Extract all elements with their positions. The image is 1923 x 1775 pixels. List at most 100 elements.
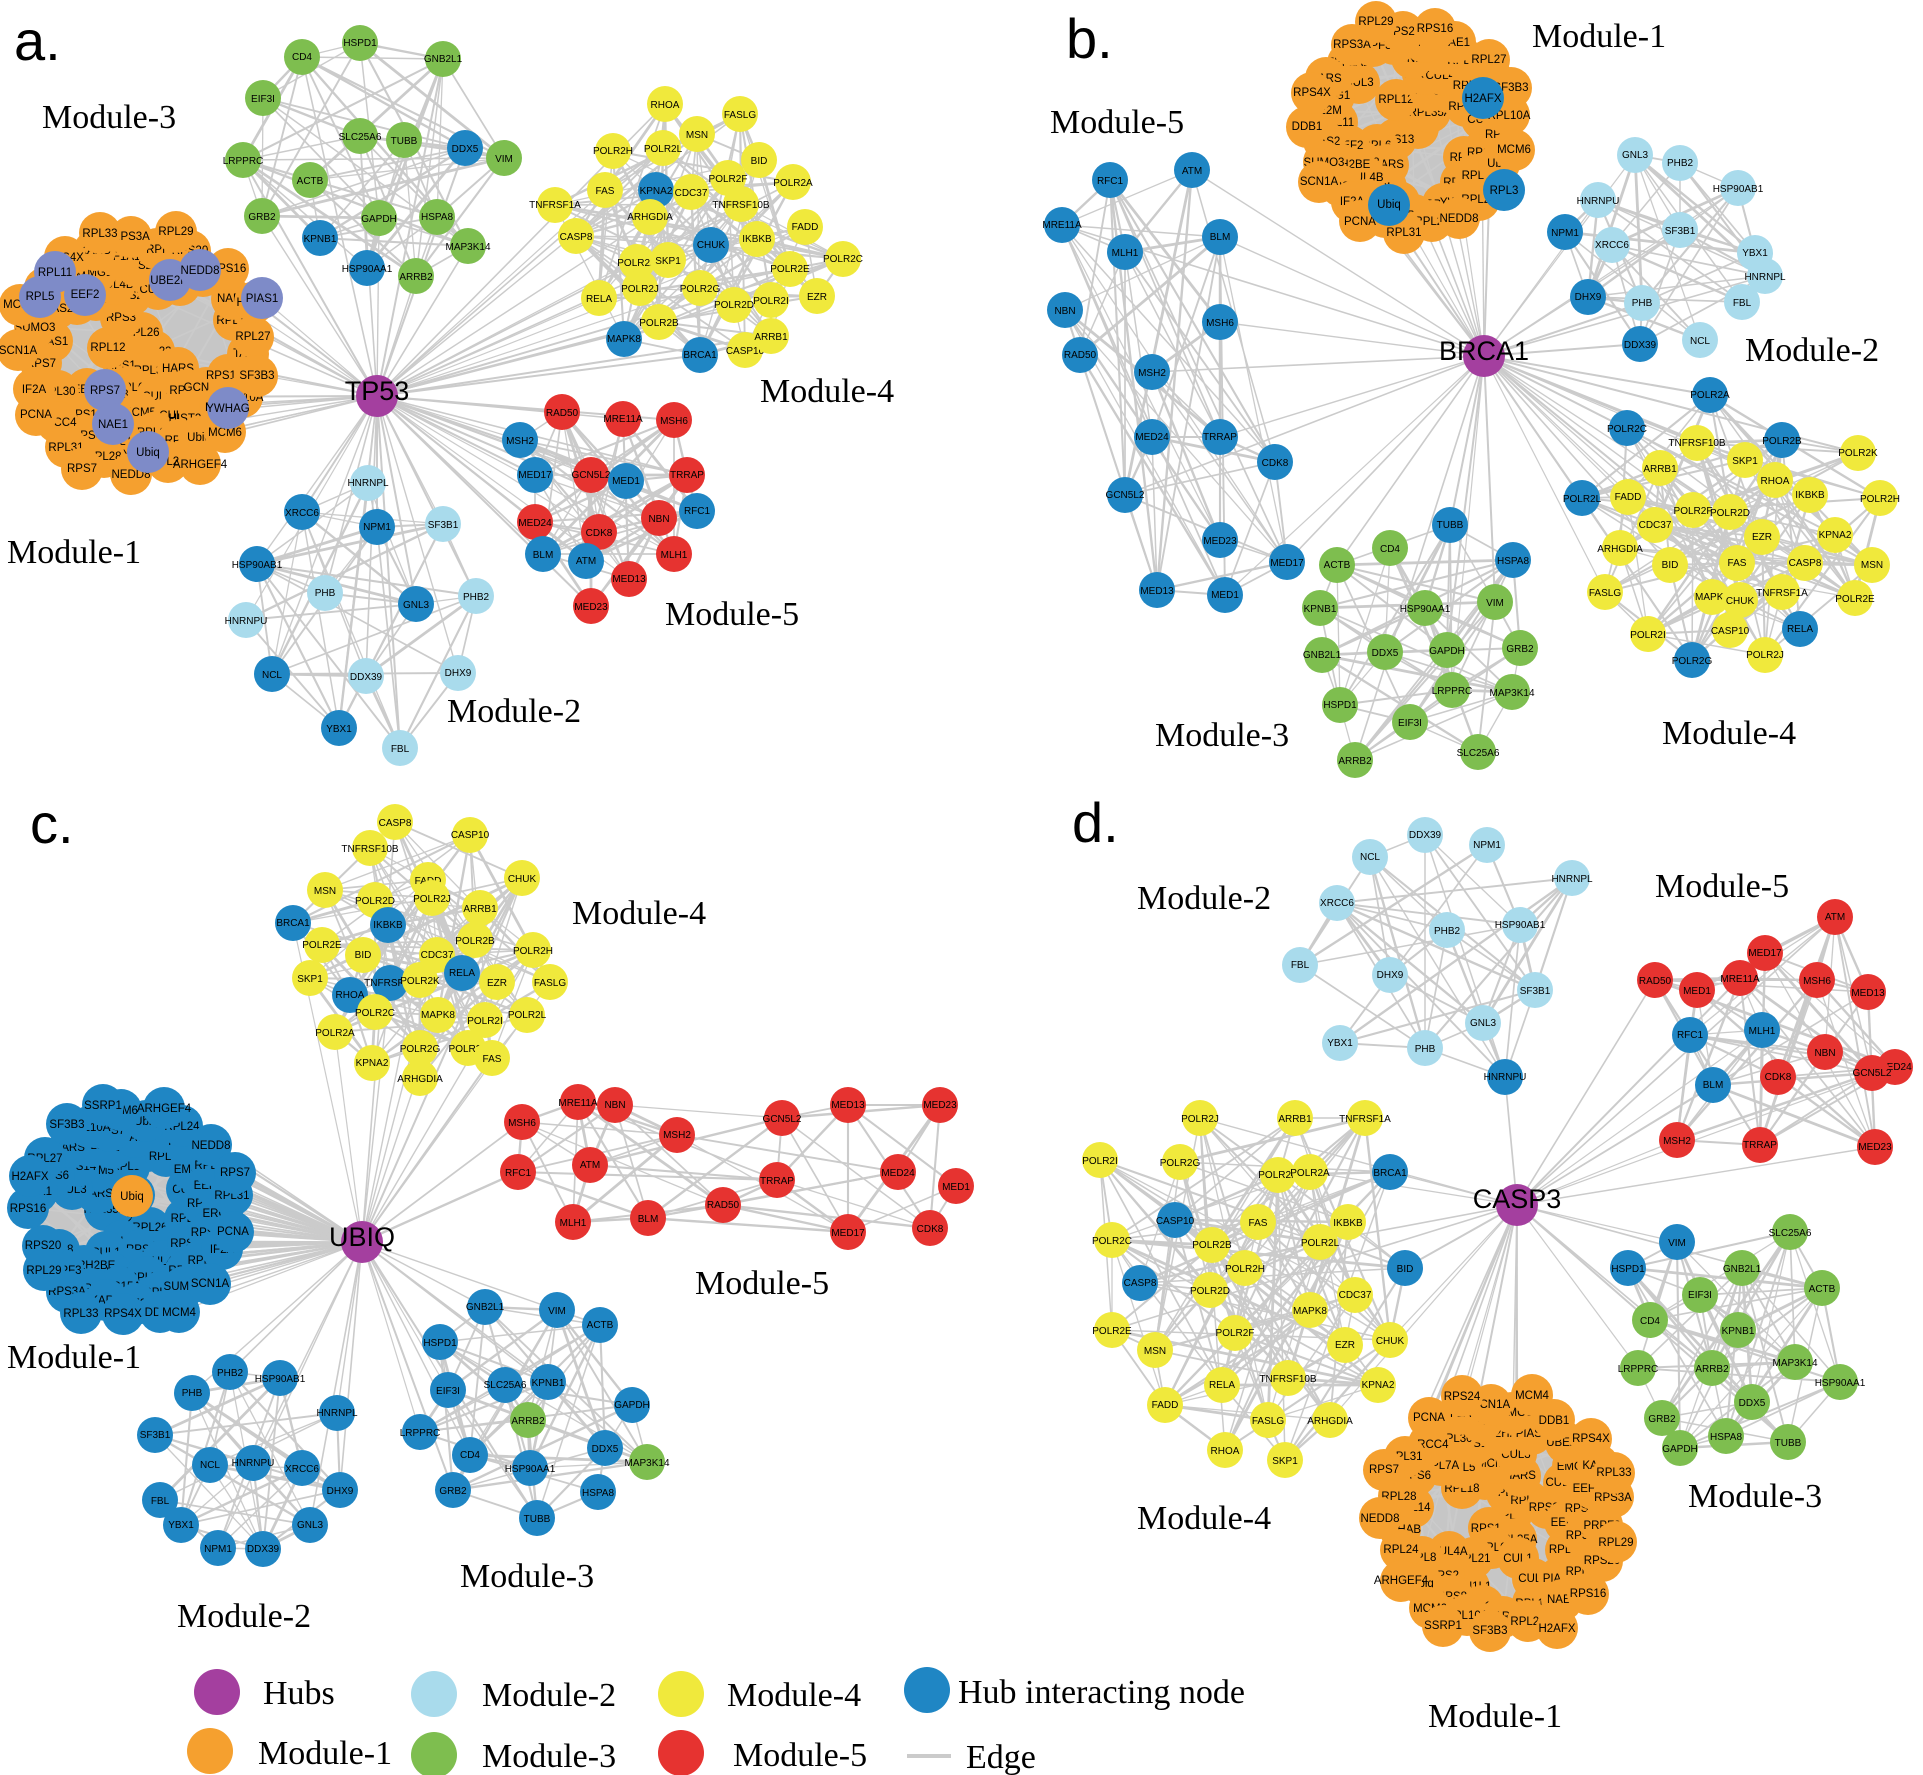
svg-text:CD4: CD4 (292, 52, 312, 63)
svg-text:RPS16: RPS16 (1417, 23, 1453, 35)
svg-text:ARHGDIA: ARHGDIA (627, 212, 673, 223)
svg-text:NCL: NCL (262, 670, 282, 681)
svg-text:KPNB1: KPNB1 (1304, 604, 1337, 615)
svg-text:Module-4: Module-4 (727, 1677, 861, 1714)
svg-text:MSH6: MSH6 (1206, 318, 1234, 329)
svg-text:NPM1: NPM1 (363, 522, 391, 533)
svg-text:NBN: NBN (648, 514, 669, 525)
svg-text:FBL: FBL (151, 1496, 170, 1507)
svg-text:FASLG: FASLG (534, 978, 566, 989)
svg-text:POLR2I: POLR2I (467, 1016, 503, 1027)
svg-text:IKBKB: IKBKB (742, 234, 772, 245)
svg-text:GRB2: GRB2 (439, 1486, 467, 1497)
svg-text:CASP3: CASP3 (1473, 1184, 1562, 1214)
svg-text:RAD50: RAD50 (707, 1200, 740, 1211)
svg-text:ARRB2: ARRB2 (1338, 756, 1372, 767)
svg-text:DDX5: DDX5 (592, 1444, 619, 1455)
svg-text:TUBB: TUBB (524, 1514, 551, 1525)
svg-text:RPL33: RPL33 (82, 228, 117, 240)
svg-text:LRPPRC: LRPPRC (400, 1428, 441, 1439)
svg-text:TNFRSF1A: TNFRSF1A (1339, 1114, 1391, 1125)
svg-text:TRRAP: TRRAP (760, 1176, 794, 1187)
svg-text:ARRB1: ARRB1 (463, 904, 497, 915)
svg-text:MSH6: MSH6 (1803, 976, 1831, 987)
svg-text:Module-5: Module-5 (1655, 868, 1789, 905)
svg-text:POLR2B: POLR2B (1192, 1240, 1232, 1251)
svg-text:DDX39: DDX39 (350, 672, 383, 683)
svg-text:ARRB2: ARRB2 (511, 1416, 545, 1427)
svg-text:MCM6: MCM6 (1497, 144, 1531, 156)
svg-text:d.: d. (1072, 791, 1119, 854)
svg-text:Module-3: Module-3 (42, 99, 176, 136)
svg-text:EZR: EZR (807, 292, 827, 303)
svg-text:DDX5: DDX5 (1372, 648, 1399, 659)
svg-text:BRCA1: BRCA1 (1373, 1168, 1407, 1179)
svg-text:c.: c. (30, 792, 74, 855)
svg-text:TNFRSF1A: TNFRSF1A (1756, 588, 1808, 599)
svg-text:NEDD8: NEDD8 (112, 469, 151, 481)
svg-text:NEDD8: NEDD8 (1440, 213, 1479, 225)
svg-text:PHB2: PHB2 (217, 1368, 244, 1379)
svg-text:TUBB: TUBB (391, 136, 418, 147)
svg-text:CHUK: CHUK (1726, 596, 1755, 607)
svg-text:Module-2: Module-2 (177, 1598, 311, 1635)
svg-text:HNRNPU: HNRNPU (1484, 1072, 1527, 1083)
svg-text:NPM1: NPM1 (1551, 228, 1579, 239)
svg-text:DDX5: DDX5 (452, 144, 479, 155)
svg-text:MLH1: MLH1 (1112, 248, 1139, 259)
svg-text:PCNA: PCNA (20, 409, 52, 421)
svg-text:ACTB: ACTB (1324, 560, 1351, 571)
svg-text:MLH1: MLH1 (661, 550, 688, 561)
svg-text:CDC37: CDC37 (1339, 1290, 1372, 1301)
svg-text:HSP90AA1: HSP90AA1 (1815, 1378, 1866, 1389)
svg-text:DHX9: DHX9 (1575, 292, 1602, 303)
svg-text:CHUK: CHUK (697, 240, 726, 251)
svg-text:PCNA: PCNA (1413, 1412, 1445, 1424)
svg-text:TNFRSF10B: TNFRSF10B (1259, 1374, 1317, 1385)
svg-text:HNRNPL: HNRNPL (1551, 874, 1593, 885)
svg-text:RELA: RELA (1209, 1380, 1235, 1391)
svg-text:GCN5L2: GCN5L2 (763, 1114, 802, 1125)
svg-text:POLR2B: POLR2B (455, 936, 495, 947)
svg-text:Module-2: Module-2 (1137, 880, 1271, 917)
svg-text:CASP8: CASP8 (379, 818, 412, 829)
svg-text:TNFRSF1A: TNFRSF1A (364, 978, 416, 989)
svg-text:FADD: FADD (792, 222, 819, 233)
svg-text:POLR2H: POLR2H (1860, 494, 1900, 505)
svg-text:DDX39: DDX39 (247, 1544, 280, 1555)
svg-text:RPS24: RPS24 (1444, 1391, 1481, 1403)
svg-text:BID: BID (355, 950, 372, 961)
svg-text:CHUK: CHUK (508, 874, 537, 885)
svg-text:POLR2C: POLR2C (1607, 424, 1647, 435)
svg-text:HNRNPU: HNRNPU (232, 1458, 275, 1469)
svg-text:CDK8: CDK8 (917, 1224, 944, 1235)
svg-text:FASLG: FASLG (1252, 1416, 1284, 1427)
svg-text:POLR2L: POLR2L (1563, 494, 1602, 505)
svg-text:HNRNPU: HNRNPU (1577, 196, 1620, 207)
svg-text:PHB: PHB (1415, 1044, 1436, 1055)
svg-text:CHUK: CHUK (1376, 1336, 1405, 1347)
svg-text:HSP90AB1: HSP90AB1 (232, 560, 283, 571)
svg-text:TUBB: TUBB (1775, 1438, 1802, 1449)
svg-text:GAPDH: GAPDH (361, 214, 397, 225)
svg-text:MSH2: MSH2 (1138, 368, 1166, 379)
svg-text:DHX9: DHX9 (1377, 970, 1404, 981)
svg-text:MSN: MSN (686, 130, 708, 141)
svg-text:RPL5: RPL5 (26, 291, 55, 303)
svg-text:NBN: NBN (1054, 306, 1075, 317)
svg-text:BRCA1: BRCA1 (683, 350, 717, 361)
svg-text:NBN: NBN (604, 1100, 625, 1111)
svg-text:POLR2A: POLR2A (1690, 390, 1730, 401)
svg-text:NAE1: NAE1 (98, 419, 128, 431)
svg-text:HNRNPL: HNRNPL (316, 1408, 358, 1419)
svg-text:MSH2: MSH2 (506, 436, 534, 447)
svg-text:KPNA2: KPNA2 (1362, 1380, 1395, 1391)
svg-text:Module-3: Module-3 (460, 1558, 594, 1595)
svg-text:MCM4: MCM4 (1515, 1390, 1549, 1402)
svg-text:GNB2L1: GNB2L1 (466, 1302, 505, 1313)
svg-text:PHB: PHB (1632, 298, 1653, 309)
svg-text:FBL: FBL (1733, 298, 1752, 309)
svg-text:EZR: EZR (1752, 532, 1772, 543)
svg-text:SLC25A6: SLC25A6 (339, 132, 382, 143)
svg-text:MSH6: MSH6 (508, 1118, 536, 1129)
